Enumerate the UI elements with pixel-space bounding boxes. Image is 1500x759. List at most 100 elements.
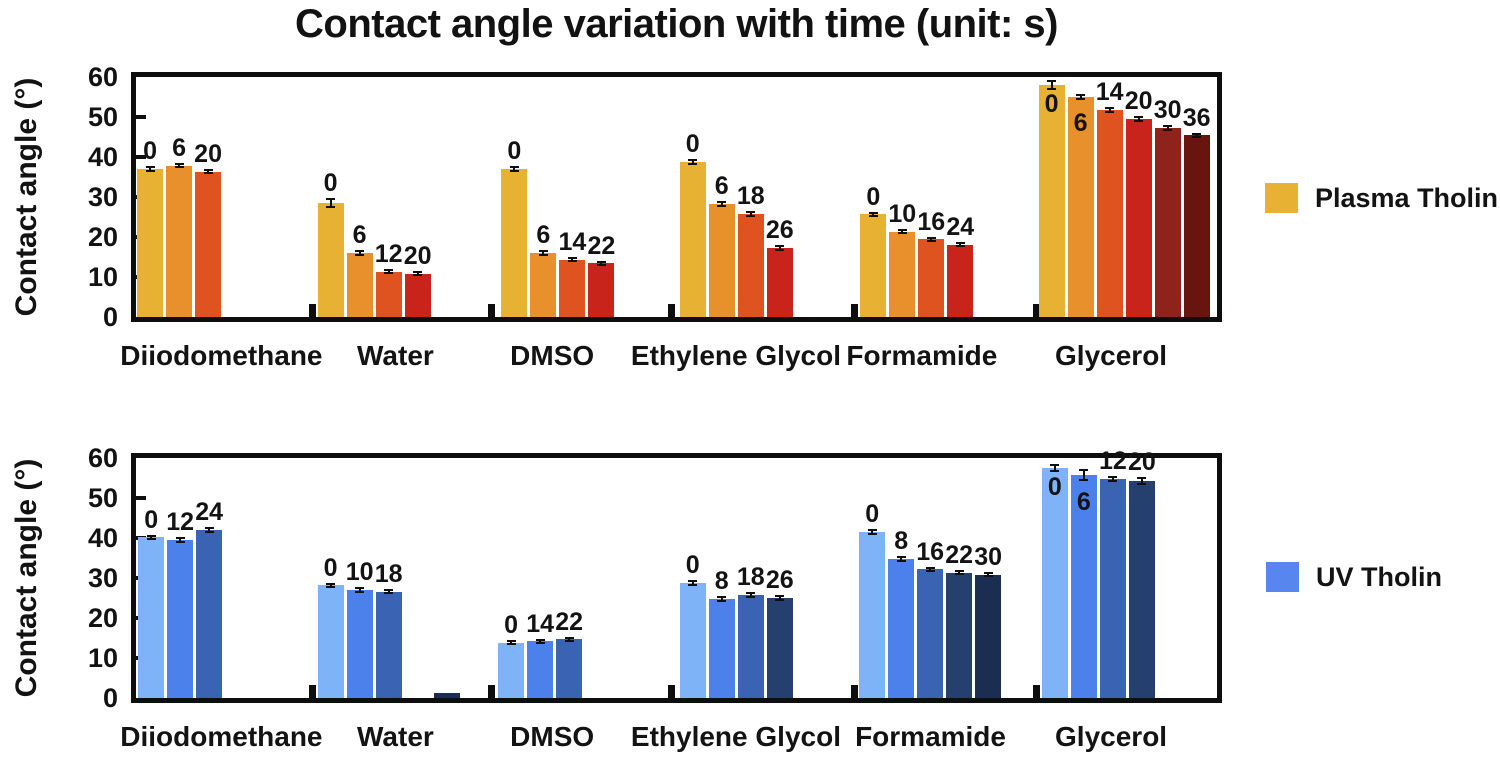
error-bar	[749, 593, 752, 598]
error-bar-cap	[538, 250, 548, 253]
error-bar	[387, 590, 390, 594]
error-bar-cap	[688, 579, 698, 582]
bar-time-label: 20	[194, 140, 222, 169]
error-bar-cap	[717, 600, 727, 603]
y-axis-tick	[136, 155, 146, 159]
error-bar	[958, 571, 961, 575]
x-category-label: Diiodomethane	[120, 340, 323, 371]
bar-time-label: 0	[143, 137, 158, 166]
error-bar	[1108, 108, 1111, 113]
error-bar	[778, 596, 781, 600]
error-bar-cap	[535, 638, 545, 641]
x-category-label: Diiodomethane	[120, 721, 323, 752]
bar-time-label: 26	[765, 215, 794, 244]
error-bar	[358, 251, 361, 255]
error-bar-cap	[1079, 469, 1089, 472]
bar	[404, 273, 431, 317]
error-bar	[179, 537, 182, 542]
bar	[166, 165, 193, 317]
bar-time-label: 0	[504, 611, 519, 640]
bar	[859, 531, 886, 698]
error-bar-cap	[688, 583, 698, 586]
y-tick-label: 50	[87, 102, 118, 132]
bar-time-label: 0	[323, 169, 338, 197]
error-bar-cap	[746, 215, 756, 218]
bar-time-label: 6	[536, 221, 551, 250]
bar	[196, 530, 223, 698]
bar-time-label: 12	[374, 240, 403, 269]
bar-time-label: 16	[917, 207, 946, 236]
bar-time-label: 0	[865, 499, 880, 528]
bar-time-label: 0	[507, 137, 522, 166]
error-bar-cap	[145, 166, 155, 169]
bar	[1096, 110, 1123, 317]
error-bar-cap	[1108, 480, 1118, 483]
x-axis-group-tick	[851, 685, 859, 698]
error-bar-cap	[1050, 470, 1060, 473]
error-bar-cap	[1105, 111, 1115, 114]
error-bar	[329, 583, 332, 587]
x-category-label: Water	[357, 340, 434, 371]
error-bar-cap	[384, 589, 394, 591]
bar	[498, 642, 525, 698]
error-bar-cap	[983, 575, 993, 578]
error-bar	[900, 557, 903, 562]
error-bar-cap	[174, 163, 184, 166]
legend-label-plasma-tholin: Plasma Tholin	[1315, 183, 1499, 213]
error-bar-cap	[355, 250, 365, 253]
bar-time-label: 0	[1047, 473, 1062, 501]
panel-uv-tholin: Contact angle (°) 0 12 24 0 10 18 0 14 22 0 8 18 26 0…	[0, 443, 1500, 759]
bar-time-label: 36	[1182, 103, 1211, 132]
error-bar-cap	[538, 253, 548, 256]
error-bar-cap	[146, 534, 156, 537]
error-bar-cap	[896, 560, 906, 563]
y-tick-label: 0	[102, 302, 118, 332]
error-bar-cap	[1076, 94, 1086, 96]
error-bar-cap	[925, 566, 935, 569]
error-bar-cap	[204, 530, 214, 533]
bar-time-label: 10	[345, 558, 374, 587]
error-bar	[1195, 133, 1198, 137]
error-bar-cap	[145, 169, 155, 172]
error-bar-cap	[688, 159, 698, 162]
legend-label-uv-tholin: UV Tholin	[1316, 562, 1442, 592]
bar-time-label: 8	[714, 567, 729, 596]
error-bar-cap	[564, 639, 574, 642]
error-bar	[1111, 477, 1114, 482]
error-bar-cap	[1163, 128, 1173, 131]
error-bar-cap	[775, 598, 785, 601]
x-category-label: Formamide	[855, 721, 1006, 752]
error-bar	[149, 167, 152, 171]
error-bar	[930, 237, 933, 241]
x-axis-group-tick	[488, 685, 496, 698]
error-bar-cap	[413, 271, 423, 274]
error-bar-cap	[355, 253, 365, 256]
error-bar	[600, 261, 603, 265]
error-bar-cap	[688, 163, 698, 166]
error-bar-cap	[954, 570, 964, 573]
bar	[375, 591, 402, 698]
error-bar-cap	[413, 274, 423, 277]
bar-time-label: 0	[685, 130, 700, 159]
bar	[679, 162, 706, 317]
error-bar-cap	[867, 532, 877, 535]
error-bar-cap	[384, 592, 394, 595]
error-bar-cap	[867, 528, 877, 531]
x-axis-group-tick	[851, 304, 859, 317]
bar-time-label: 20	[1127, 448, 1156, 476]
bar	[946, 572, 973, 698]
error-bar	[513, 167, 516, 171]
y-axis-title: Contact angle (°)	[10, 458, 43, 698]
bar	[918, 239, 945, 317]
bar	[167, 539, 194, 698]
x-axis-group-tick	[667, 304, 675, 317]
error-bar-cap	[1079, 479, 1089, 481]
y-tick-label: 50	[87, 483, 118, 513]
bar-time-label: 22	[555, 607, 584, 636]
x-category-label: DMSO	[510, 340, 595, 371]
error-bar-cap	[1134, 116, 1144, 119]
bar	[975, 574, 1002, 698]
error-bar-cap	[175, 540, 185, 543]
error-bar	[542, 251, 545, 255]
x-category-label: Formamide	[846, 340, 998, 371]
